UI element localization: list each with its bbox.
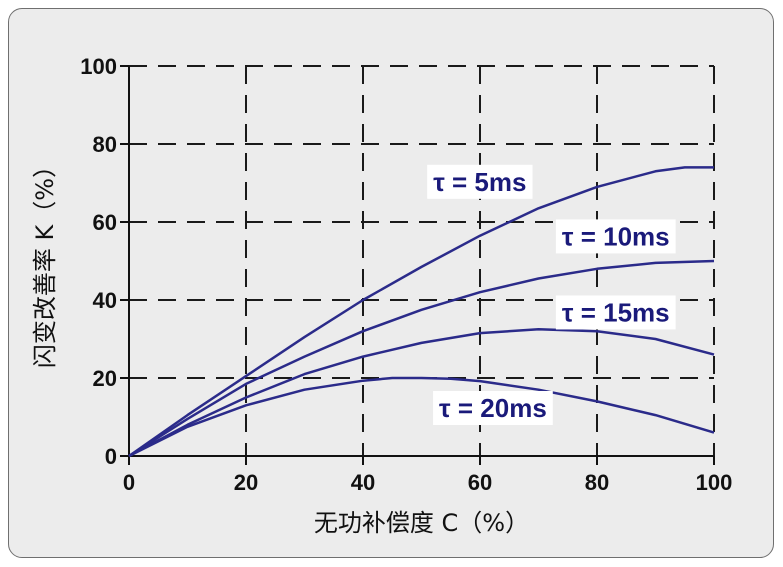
x-tick-label: 80 — [585, 470, 609, 495]
series-lines — [128, 166, 715, 458]
x-tick-label: 60 — [468, 470, 492, 495]
chart-panel: τ = 5ms τ = 10ms τ = 15ms τ = 20ms 0 20 40 60 8… — [8, 8, 774, 558]
series-labels: τ = 5ms τ = 10ms τ = 15ms τ = 20ms — [427, 164, 676, 425]
x-axis-title: 无功补偿度 C（%） — [314, 509, 529, 537]
x-tick-label: 20 — [234, 470, 258, 495]
series-label-1: τ = 5ms — [427, 164, 533, 199]
y-tick-label: 80 — [93, 132, 117, 157]
series-label-text: τ = 15ms — [562, 297, 670, 327]
series-label-background — [555, 219, 676, 254]
series-label-2: τ = 10ms — [555, 219, 676, 254]
series-label-background — [433, 391, 553, 425]
x-tick-label: 40 — [351, 470, 375, 495]
series-line-3 — [128, 328, 715, 458]
series-label-text: τ = 10ms — [562, 221, 670, 251]
y-tick-label: 60 — [93, 210, 117, 235]
series-line-1 — [128, 166, 714, 458]
series-label-background — [555, 295, 676, 330]
y-tick-label: 0 — [105, 444, 117, 469]
series-label-3: τ = 15ms — [555, 295, 676, 330]
x-tick-label: 0 — [123, 470, 135, 495]
y-tick-label: 40 — [93, 288, 117, 313]
y-tick-label: 20 — [93, 366, 117, 391]
grid — [129, 65, 715, 456]
series-line-4 — [128, 376, 715, 458]
series-label-background — [427, 164, 533, 199]
series-line-2 — [128, 259, 715, 458]
line-chart: τ = 5ms τ = 10ms τ = 15ms τ = 20ms 0 20 40 60 8… — [31, 54, 732, 537]
x-tick-label: 100 — [696, 470, 733, 495]
series-label-text: τ = 5ms — [433, 167, 526, 197]
tick-labels: 0 20 40 60 80 100 0 20 40 60 80 100 — [80, 54, 732, 495]
y-tick-label: 100 — [80, 54, 117, 79]
series-label-text: τ = 20ms — [439, 393, 547, 423]
y-axis-title: 闪变改善率 K（%） — [31, 154, 59, 368]
axes — [120, 65, 715, 465]
series-label-4: τ = 20ms — [433, 391, 553, 425]
